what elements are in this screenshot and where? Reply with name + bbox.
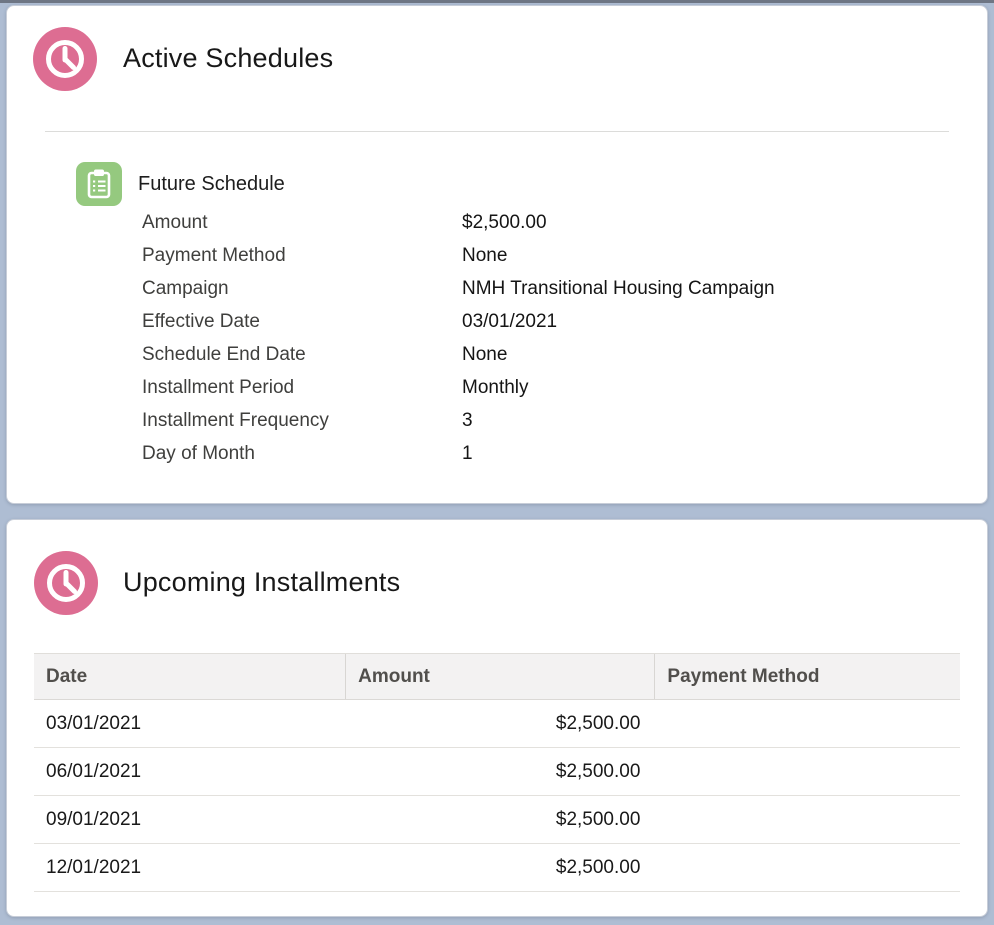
field-value: 3 [462,410,473,432]
installment-row: 06/01/2021 $2,500.00 [34,748,960,797]
schedule-field-row: Amount $2,500.00 [138,206,957,239]
column-header-amount: Amount [345,654,654,700]
window-top-edge [0,0,994,3]
upcoming-installments-card: Upcoming Installments Date Amount Paymen… [6,519,988,917]
installment-amount: $2,500.00 [555,856,641,878]
future-schedule-field-list: Amount $2,500.00 Payment Method None Cam… [138,206,957,470]
installment-row: 03/01/2021 $2,500.00 [34,700,960,749]
clock-icon [34,550,98,615]
active-schedules-header: Active Schedules [7,6,987,92]
field-value: None [462,245,508,267]
installment-date: 12/01/2021 [46,856,142,878]
field-label: Payment Method [142,245,286,267]
schedule-field-row: Payment Method None [138,239,957,272]
active-schedules-card: Active Schedules Future Schedule Amount … [6,5,988,504]
header-divider [45,131,949,133]
active-schedules-title: Active Schedules [123,43,334,74]
installment-amount: $2,500.00 [555,712,641,734]
field-label: Schedule End Date [142,344,306,366]
installment-row: 12/01/2021 $2,500.00 [34,844,960,893]
future-schedule-heading: Future Schedule [138,173,285,196]
installment-date: 06/01/2021 [46,760,142,782]
schedule-field-row: Installment Period Monthly [138,371,957,404]
upcoming-installments-title: Upcoming Installments [123,567,401,598]
installment-date: 09/01/2021 [46,808,142,830]
schedule-field-row: Day of Month 1 [138,437,957,470]
installment-date: 03/01/2021 [46,712,142,734]
field-label: Amount [142,212,208,234]
schedule-field-row: Schedule End Date None [138,338,957,371]
field-value: $2,500.00 [462,212,547,234]
column-header-payment-method: Payment Method [654,654,960,700]
installments-table-header-row: Date Amount Payment Method [34,653,960,701]
clock-icon [33,26,97,91]
field-label: Campaign [142,278,229,300]
field-label: Installment Frequency [142,410,329,432]
future-schedule-content: Future Schedule Amount $2,500.00 Payment… [138,162,957,470]
field-label: Installment Period [142,377,295,399]
field-value: 03/01/2021 [462,311,558,333]
upcoming-installments-header: Upcoming Installments [7,520,987,616]
field-value: NMH Transitional Housing Campaign [462,278,775,300]
column-header-date: Date [46,665,88,687]
field-label: Day of Month [142,443,255,465]
installment-amount: $2,500.00 [555,808,641,830]
schedule-field-row: Campaign NMH Transitional Housing Campai… [138,272,957,305]
field-value: None [462,344,508,366]
schedule-field-row: Installment Frequency 3 [138,404,957,437]
installment-row: 09/01/2021 $2,500.00 [34,796,960,845]
future-schedule-section: Future Schedule Amount $2,500.00 Payment… [7,132,987,470]
installments-table: Date Amount Payment Method 03/01/2021 $2… [34,653,960,893]
schedule-field-row: Effective Date 03/01/2021 [138,305,957,338]
installment-amount: $2,500.00 [555,760,641,782]
field-value: Monthly [462,377,529,399]
clipboard-icon [76,162,122,207]
installments-table-body: 03/01/2021 $2,500.00 06/01/2021 $2,500.0… [34,700,960,893]
field-value: 1 [462,443,473,465]
field-label: Effective Date [142,311,260,333]
